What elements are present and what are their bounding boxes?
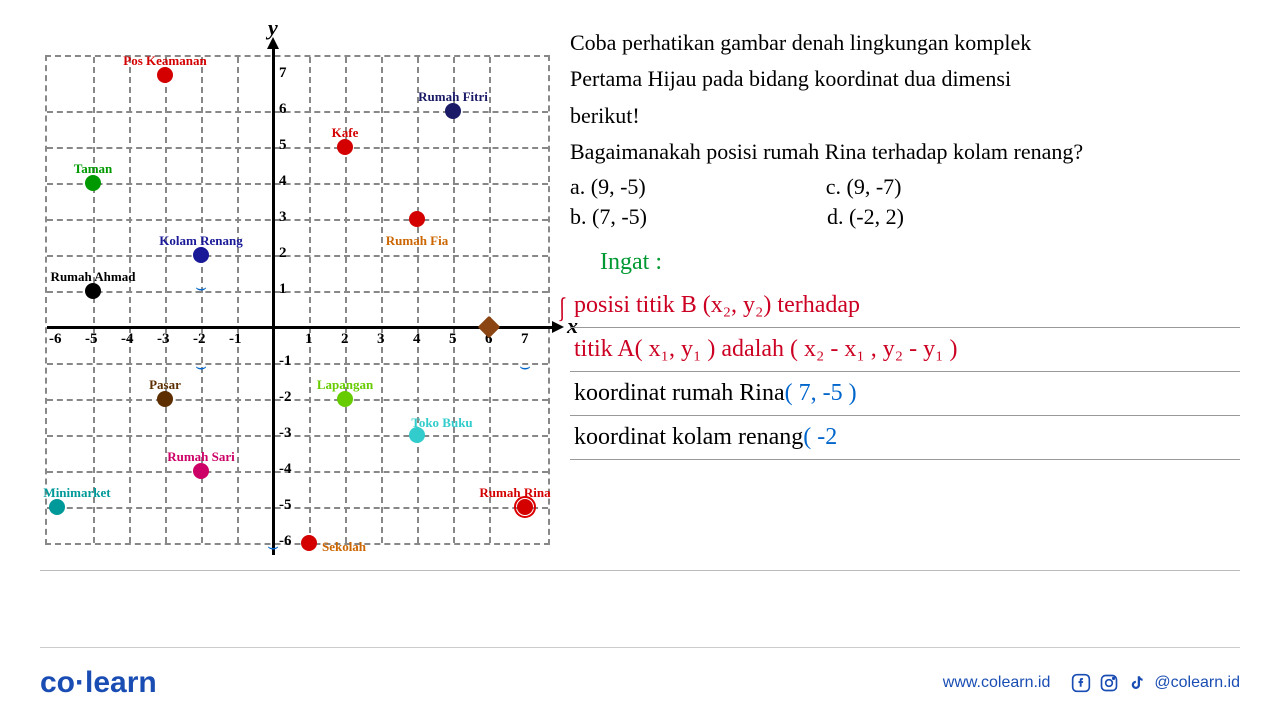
hand-mark: ⌣ <box>195 277 207 298</box>
brace-icon: ⎰ <box>550 290 574 325</box>
hw-line3: titik A( x₁, y₁ ) adalah ( x₂ - x₁ , y₂ … <box>574 336 957 363</box>
hw-ingat: Ingat : <box>600 249 662 276</box>
option-d: d. (-2, 2) <box>827 204 904 230</box>
option-c: c. (9, -7) <box>826 174 902 200</box>
footer-handle: @colearn.id <box>1154 674 1240 692</box>
chart-point <box>193 463 209 479</box>
handwriting-area: Ingat : ⎰ posisi titik B (x₂, y₂) terhad… <box>570 240 1240 460</box>
chart-point-label: Toko Buku <box>411 415 472 431</box>
chart-point-label: Rumah Ahmad <box>51 269 136 285</box>
chart-point <box>445 103 461 119</box>
tiktok-icon <box>1126 672 1148 694</box>
hand-mark: ⌣ <box>519 356 531 377</box>
hand-mark: ⌣ <box>195 356 207 377</box>
brand-logo: co·learn <box>40 666 157 700</box>
option-b: b. (7, -5) <box>570 204 647 230</box>
facebook-icon <box>1070 672 1092 694</box>
chart-point-label: Rumah Sari <box>167 449 235 465</box>
problem-line2: Pertama Hijau pada bidang koordinat dua … <box>570 61 1240 97</box>
footer: co·learn www.colearn.id @colearn.id <box>40 647 1240 700</box>
brand-dot: · <box>75 666 85 699</box>
chart-point-label: Taman <box>74 161 113 177</box>
chart-point <box>301 535 317 551</box>
chart-point <box>157 391 173 407</box>
hw-line5b: ( -2 <box>803 424 837 451</box>
chart-point-label: Kafe <box>332 125 359 141</box>
chart-point-label: Lapangan <box>317 377 373 393</box>
chart-point-label: Rumah Fia <box>386 233 448 249</box>
brand-learn: learn <box>85 666 157 699</box>
problem-line4: Bagaimanakah posisi rumah Rina terhadap … <box>570 134 1240 170</box>
footer-url: www.colearn.id <box>943 674 1051 692</box>
hw-line4a: koordinat rumah Rina <box>574 380 785 407</box>
chart-point-label: Pasar <box>149 377 181 393</box>
chart-point-label: Kolam Renang <box>159 233 242 249</box>
chart-point <box>478 316 501 339</box>
chart-point <box>409 211 425 227</box>
problem-line3: berikut! <box>570 98 1240 134</box>
chart-point <box>157 67 173 83</box>
social-icons: @colearn.id <box>1070 672 1240 694</box>
chart-point-label: Minimarket <box>43 485 110 501</box>
chart-point <box>49 499 65 515</box>
chart-point <box>85 283 101 299</box>
chart-point <box>337 139 353 155</box>
hand-mark: ⌣ <box>267 536 279 557</box>
plot-area: -6-5-4-3-2-11234567-6-5-4-3-2-11234567Po… <box>45 55 550 545</box>
divider <box>40 570 1240 571</box>
chart-point <box>337 391 353 407</box>
option-a: a. (9, -5) <box>570 174 646 200</box>
instagram-icon <box>1098 672 1120 694</box>
coordinate-chart: y x -6-5-4-3-2-11234567-6-5-4-3-2-112345… <box>40 20 550 540</box>
chart-point-label: Pos Keamanan <box>123 53 206 69</box>
chart-point <box>85 175 101 191</box>
chart-point-label: Sekolah <box>322 539 366 555</box>
brand-co: co <box>40 666 75 699</box>
chart-point-label: Rumah Rina <box>479 485 550 501</box>
chart-point-label: Rumah Fitri <box>418 89 488 105</box>
hw-line4b: ( 7, -5 ) <box>785 380 857 407</box>
problem-line1: Coba perhatikan gambar denah lingkungan … <box>570 25 1240 61</box>
hw-line2: posisi titik B (x₂, y₂) terhadap <box>574 292 860 319</box>
hw-line5a: koordinat kolam renang <box>574 424 803 451</box>
chart-point <box>193 247 209 263</box>
